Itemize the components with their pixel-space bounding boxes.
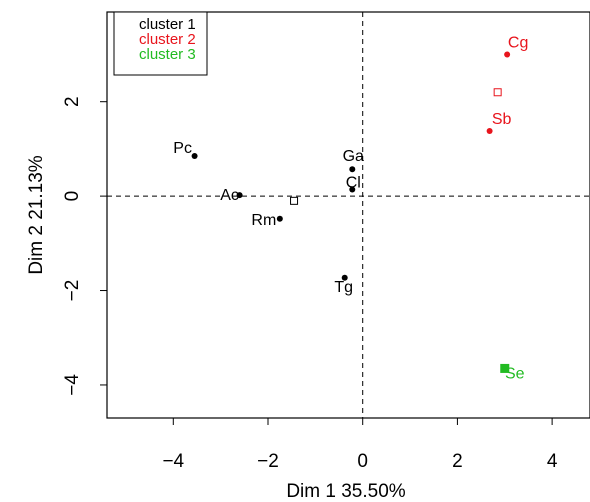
y-axis-title: Dim 2 21.13%	[26, 155, 47, 274]
x-tick-label: −4	[162, 451, 184, 472]
data-point	[191, 152, 198, 159]
data-point-label: Se	[505, 365, 525, 382]
centroids	[290, 88, 510, 373]
legend-entry: cluster 3	[139, 46, 196, 63]
data-points: Pc Ac Rm Ga Cl Tg Cg Sb Se	[173, 34, 528, 382]
centroid-marker	[500, 363, 510, 373]
x-tick-label: 2	[452, 451, 463, 472]
reference-lines	[107, 12, 590, 418]
legend-box	[113, 11, 208, 76]
data-point	[349, 186, 356, 193]
x-axis-title: Dim 1 35.50%	[286, 481, 405, 502]
x-tick-label: 4	[547, 451, 558, 472]
x-axis: −4 −2 0 2 4	[162, 418, 558, 472]
data-point	[341, 274, 348, 281]
data-point-label: Rm	[251, 212, 276, 229]
data-point-label: Sb	[492, 111, 512, 128]
plot-frame	[106, 11, 590, 419]
x-tick-label: 0	[357, 451, 368, 472]
x-tick-label: −2	[257, 451, 279, 472]
legend-entry: cluster 2	[139, 31, 196, 48]
data-point-label: Tg	[334, 279, 353, 296]
data-point-label: Ac	[220, 187, 239, 204]
legend-entry: cluster 1	[139, 16, 196, 33]
data-point	[276, 215, 283, 222]
y-tick-label: −4	[62, 374, 83, 396]
y-axis: −4 −2 0 2	[62, 96, 107, 396]
data-point	[504, 51, 511, 58]
y-tick-label: 0	[62, 191, 83, 202]
data-point-label: Ga	[343, 148, 364, 165]
data-point-label: Cl	[346, 175, 361, 192]
data-point-label: Cg	[508, 34, 528, 51]
data-point	[486, 127, 493, 134]
centroid-marker	[493, 88, 502, 97]
data-point	[349, 166, 356, 173]
y-tick-label: −2	[62, 280, 83, 302]
centroid-marker	[290, 196, 299, 205]
data-point-label: Pc	[173, 140, 192, 157]
y-tick-label: 2	[62, 96, 83, 107]
data-point	[236, 192, 243, 199]
